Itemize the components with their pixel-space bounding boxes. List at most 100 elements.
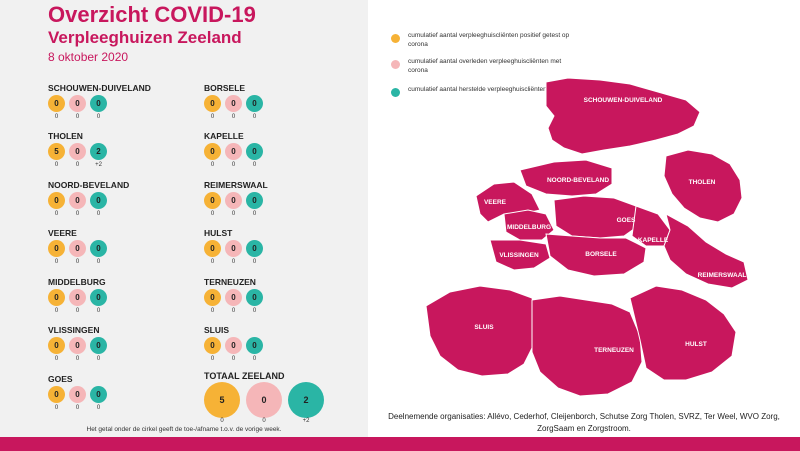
region-recovered-circle: 0 [246,95,263,112]
map-label-noord-beveland: NOORD-BEVELAND [547,177,609,184]
region-deceased-circle: 0 [69,143,86,160]
region-recovered-circle: 0 [246,192,263,209]
total-deceased-delta: 0 [262,418,266,424]
map-label-reimerswaal: REIMERSWAAL [698,272,747,279]
region-name: KAPELLE [204,131,244,141]
footnote: Het getal onder de cirkel geeft de toe-/… [86,426,282,433]
map-region-borsele [545,233,647,277]
region-recovered-circle: 0 [90,95,107,112]
region-recovered-delta: 0 [96,259,101,265]
region-deceased-circle: 0 [225,240,242,257]
region-deceased-delta: 0 [75,114,80,120]
map-label-middelburg: MIDDELBURG [507,224,551,231]
region-deceased-circle: 0 [225,143,242,160]
organisations-line-2: ZorgSaam en Zorgstroom. [537,424,631,433]
region-tholen: THOLEN 5 0 0 0 2 +2 [48,131,198,171]
region-name: BORSELE [204,83,246,93]
total-positive-circle: 5 [204,382,240,418]
map-region-sluis [425,285,539,377]
region-deceased-circle: 0 [69,240,86,257]
region-recovered-delta: +2 [95,162,102,168]
map-region-reimerswaal [663,213,749,289]
region-positive-delta: 0 [54,308,59,314]
legend-positive-text: cumulatief aantal verpleeghuiscliënten p… [408,32,570,48]
region-schouwen-duiveland: SCHOUWEN-DUIVELAND 0 0 0 0 0 0 [48,83,198,123]
region-recovered-delta: 0 [96,308,101,314]
map-label-borsele: BORSELE [585,251,617,258]
region-deceased-delta: 0 [75,308,80,314]
region-deceased-delta: 0 [231,162,236,168]
region-positive-circle: 0 [48,95,65,112]
region-recovered-delta: 0 [252,308,257,314]
region-name: VEERE [48,228,77,238]
map-label-kapelle: KAPELLE [638,237,669,244]
region-deceased-delta: 0 [75,356,80,362]
orange-dot-icon [391,34,400,43]
region-name: THOLEN [48,131,83,141]
region-deceased-delta: 0 [231,356,236,362]
region-recovered-delta: 0 [96,405,101,411]
region-deceased-delta: 0 [75,259,80,265]
region-positive-delta: 0 [210,259,215,265]
region-deceased-circle: 0 [69,289,86,306]
region-recovered-delta: 0 [252,114,257,120]
region-middelburg: MIDDELBURG 0 0 0 0 0 0 [48,277,198,317]
region-vlissingen: VLISSINGEN 0 0 0 0 0 0 [48,325,198,365]
total-deceased-circle: 0 [246,382,282,418]
region-kapelle: KAPELLE 0 0 0 0 0 0 [204,131,354,171]
map-label-vlissingen: VLISSINGEN [499,252,539,259]
total-recovered-delta: +2 [302,418,310,424]
region-recovered-delta: 0 [252,356,257,362]
bottom-accent-bar [0,437,800,451]
region-name: TERNEUZEN [204,277,256,287]
region-deceased-circle: 0 [69,337,86,354]
report-date: 8 oktober 2020 [48,50,129,64]
total-zeeland: TOTAAL ZEELAND 5 0 2 0 0 +2 [204,371,354,431]
region-deceased-delta: 0 [231,114,236,120]
region-recovered-delta: 0 [252,259,257,265]
region-goes: GOES 0 0 0 0 0 0 [48,374,198,414]
map-label-terneuzen: TERNEUZEN [594,347,634,354]
region-recovered-delta: 0 [96,211,101,217]
region-name: HULST [204,228,233,238]
region-positive-circle: 0 [48,289,65,306]
region-reimerswaal: REIMERSWAAL 0 0 0 0 0 0 [204,180,354,220]
map-label-tholen: THOLEN [689,179,716,186]
region-recovered-circle: 0 [246,143,263,160]
region-positive-circle: 0 [204,337,221,354]
map-region-vlissingen [489,239,551,271]
map-region-schouwen-duiveland [545,77,701,155]
zeeland-map: SCHOUWEN-DUIVELAND THOLEN NOORD-BEVELAND… [425,77,749,397]
region-name: VLISSINGEN [48,325,100,335]
region-recovered-circle: 0 [90,192,107,209]
region-hulst: HULST 0 0 0 0 0 0 [204,228,354,268]
region-name: REIMERSWAAL [204,180,268,190]
region-positive-circle: 0 [48,192,65,209]
region-positive-delta: 0 [210,211,215,217]
map-region-goes [553,195,639,239]
region-veere: VEERE 0 0 0 0 0 0 [48,228,198,268]
region-recovered-circle: 0 [246,337,263,354]
region-name: MIDDELBURG [48,277,106,287]
region-deceased-circle: 0 [225,289,242,306]
map-region-hulst [629,285,737,381]
region-deceased-delta: 0 [231,308,236,314]
region-positive-circle: 0 [48,337,65,354]
region-noord-beveland: NOORD-BEVELAND 0 0 0 0 0 0 [48,180,198,220]
region-positive-circle: 0 [48,386,65,403]
total-title: TOTAAL ZEELAND [204,371,285,381]
region-recovered-circle: 0 [90,289,107,306]
region-deceased-delta: 0 [75,405,80,411]
organisations-line-1: Deelnemende organisaties: Allévo, Cederh… [388,412,780,421]
region-deceased-delta: 0 [231,259,236,265]
region-positive-delta: 0 [210,114,215,120]
region-positive-delta: 0 [210,162,215,168]
region-positive-delta: 0 [54,162,59,168]
region-recovered-delta: 0 [96,356,101,362]
region-recovered-circle: 0 [246,240,263,257]
region-positive-delta: 0 [210,356,215,362]
region-recovered-circle: 2 [90,143,107,160]
region-positive-circle: 0 [204,95,221,112]
map-label-schouwen-duiveland: SCHOUWEN-DUIVELAND [584,97,663,104]
region-recovered-delta: 0 [96,114,101,120]
